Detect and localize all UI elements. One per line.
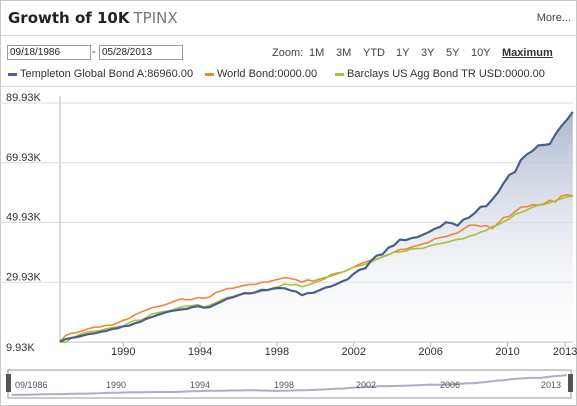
legend-swatch-templeton xyxy=(8,72,17,76)
y-tick-label: 49.93K xyxy=(6,212,42,224)
y-tick-label: 89.93K xyxy=(6,92,42,104)
series-line-world-bond[interactable] xyxy=(59,194,573,343)
navigator-tick-1998: 1998 xyxy=(274,380,294,390)
legend-divider xyxy=(0,86,577,87)
x-tick-label: 2013 xyxy=(553,346,577,358)
zoom-1y-button[interactable]: 1Y xyxy=(396,47,410,59)
zoom-10y-button[interactable]: 10Y xyxy=(471,47,491,59)
x-tick-label: 1990 xyxy=(111,346,135,358)
navigator-tick-1994: 1994 xyxy=(190,380,210,390)
navigator-tick-2002: 2002 xyxy=(356,380,376,390)
series-line-barclays[interactable] xyxy=(59,195,573,344)
y-tick-label: 9.93K xyxy=(6,342,35,354)
series-line-templeton[interactable] xyxy=(59,111,574,343)
zoom-label: Zoom: xyxy=(272,47,304,59)
x-tick-label: 2010 xyxy=(495,346,519,358)
x-tick-label: 2006 xyxy=(418,346,442,358)
legend-label-barclays: Barclays US Agg Bond TR USD:0000.00 xyxy=(347,68,545,80)
end-date-input[interactable] xyxy=(99,45,183,60)
zoom-3m-button[interactable]: 3M xyxy=(336,47,352,59)
chart-title: Growth of 10K TPINX xyxy=(8,9,178,27)
x-tick-label: 2002 xyxy=(342,346,366,358)
more-link[interactable]: More... xyxy=(536,12,571,24)
start-date-input[interactable] xyxy=(7,45,91,60)
header-divider xyxy=(0,35,577,36)
y-tick-label: 69.93K xyxy=(6,152,42,164)
legend-swatch-barclays xyxy=(335,72,344,76)
navigator-tick-1990: 1990 xyxy=(106,380,126,390)
title-text: Growth of 10K xyxy=(8,9,130,27)
legend-item-templeton[interactable]: Templeton Global Bond A:86960.00 xyxy=(8,68,193,80)
navigator-series-line xyxy=(11,374,567,396)
legend-item-barclays[interactable]: Barclays US Agg Bond TR USD:0000.00 xyxy=(335,68,545,80)
series-area-templeton xyxy=(59,111,573,343)
zoom-3y-button[interactable]: 3Y xyxy=(421,47,435,59)
zoom-ytd-button[interactable]: YTD xyxy=(363,47,385,59)
zoom-1m-button[interactable]: 1M xyxy=(309,47,325,59)
legend-label-world-bond: World Bond:0000.00 xyxy=(217,68,318,80)
legend-item-world-bond[interactable]: World Bond:0000.00 xyxy=(205,68,317,80)
navigator-tick-2013: 2013 xyxy=(541,380,561,390)
x-tick-label: 1998 xyxy=(265,346,289,358)
navigator-left-handle[interactable] xyxy=(6,374,11,392)
zoom-5y-button[interactable]: 5Y xyxy=(446,47,460,59)
date-separator: - xyxy=(92,46,96,58)
navigator-right-handle[interactable] xyxy=(568,374,573,392)
x-tick-label: 1994 xyxy=(188,346,212,358)
y-tick-label: 29.93K xyxy=(6,271,42,283)
legend-label-templeton: Templeton Global Bond A:86960.00 xyxy=(20,68,194,80)
zoom-maximum-button[interactable]: Maximum xyxy=(502,47,553,59)
navigator-start-label: 09/1986 xyxy=(15,380,48,390)
ticker-symbol: TPINX xyxy=(133,9,178,27)
legend-swatch-world-bond xyxy=(205,72,214,76)
navigator-tick-2006: 2006 xyxy=(440,380,460,390)
